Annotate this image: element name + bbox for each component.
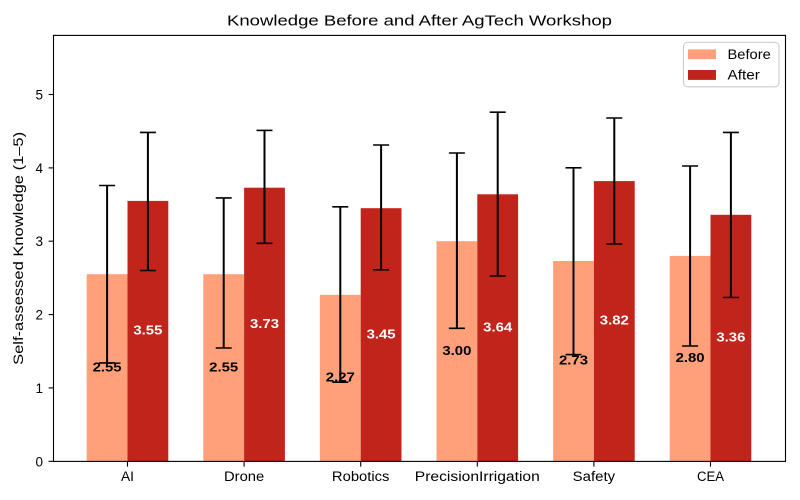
svg-text:Knowledge Before and After AgT: Knowledge Before and After AgTech Worksh…	[227, 13, 612, 30]
svg-text:2.80: 2.80	[676, 351, 705, 365]
svg-text:5: 5	[35, 88, 43, 103]
svg-text:1: 1	[35, 381, 43, 396]
svg-text:3.36: 3.36	[716, 331, 745, 345]
svg-text:3.45: 3.45	[367, 327, 396, 341]
svg-text:Safety: Safety	[573, 469, 616, 484]
svg-text:2.55: 2.55	[209, 360, 238, 374]
svg-text:After: After	[728, 68, 761, 83]
svg-text:2.27: 2.27	[326, 371, 355, 385]
svg-text:3.73: 3.73	[250, 317, 279, 331]
svg-text:Drone: Drone	[224, 469, 264, 484]
svg-text:Robotics: Robotics	[332, 469, 390, 484]
svg-text:0: 0	[35, 454, 43, 469]
svg-text:2.73: 2.73	[559, 354, 588, 368]
svg-text:PrecisionIrrigation: PrecisionIrrigation	[415, 469, 540, 484]
svg-text:3: 3	[35, 234, 43, 249]
svg-text:4: 4	[35, 161, 43, 176]
svg-text:3.00: 3.00	[442, 344, 471, 358]
svg-text:2.55: 2.55	[93, 360, 122, 374]
svg-text:Self-assessed Knowledge (1–5): Self-assessed Knowledge (1–5)	[11, 132, 26, 365]
svg-text:Before: Before	[728, 47, 771, 62]
svg-text:3.82: 3.82	[600, 314, 629, 328]
svg-text:CEA: CEA	[697, 469, 724, 484]
svg-text:3.55: 3.55	[133, 324, 162, 338]
svg-text:2: 2	[35, 308, 43, 323]
svg-text:3.64: 3.64	[483, 320, 512, 334]
svg-text:AI: AI	[121, 469, 134, 484]
